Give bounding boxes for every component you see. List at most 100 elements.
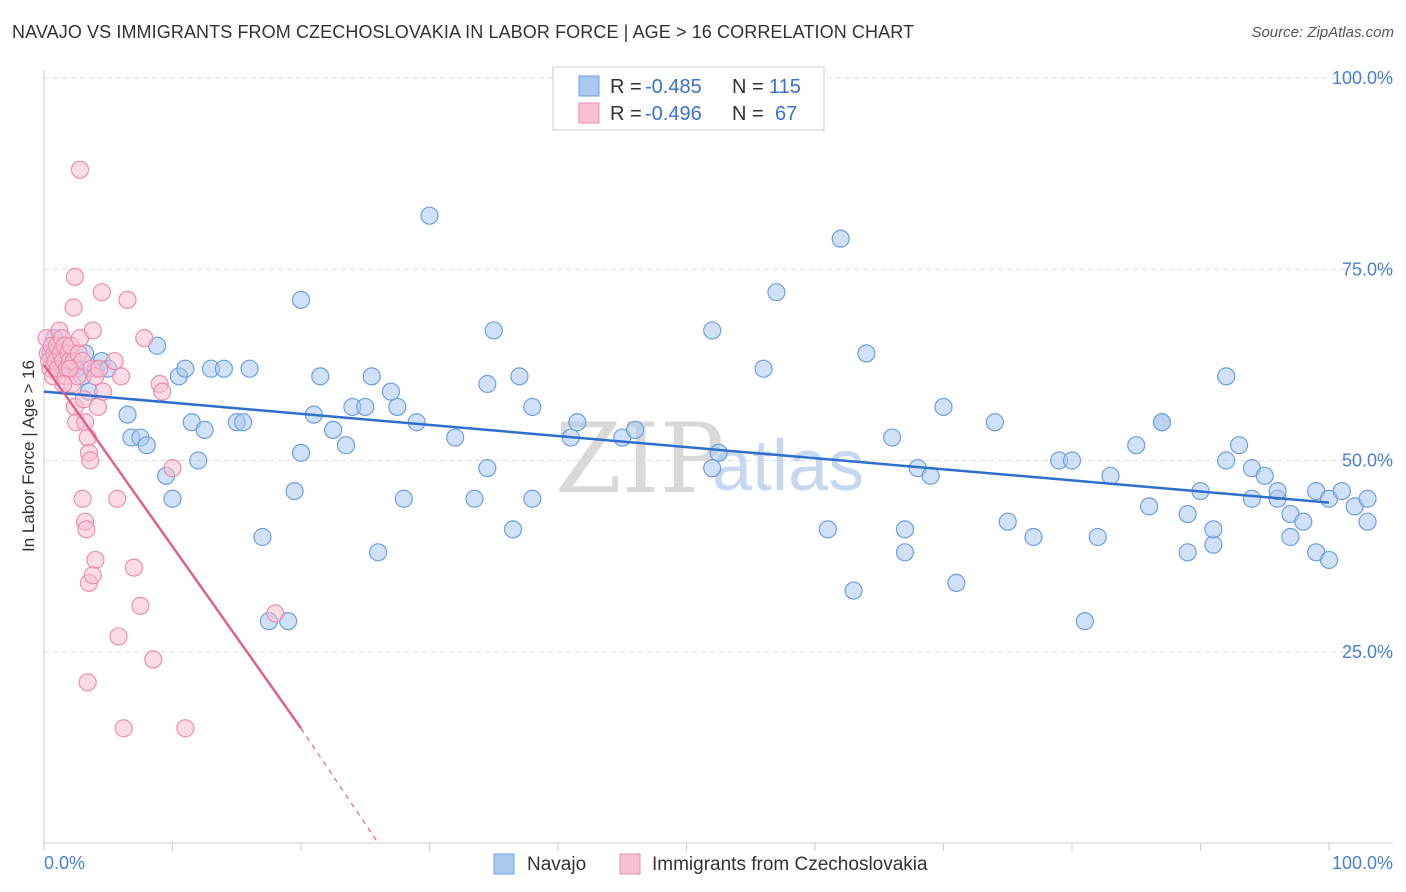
navajo-point bbox=[478, 374, 497, 394]
navajo-point bbox=[1268, 482, 1287, 501]
navajo-point bbox=[831, 229, 850, 248]
navajo-point bbox=[253, 527, 272, 547]
navajo-point bbox=[998, 512, 1017, 531]
legend-n-label-navajo: N = bbox=[732, 76, 764, 98]
navajo-point bbox=[446, 428, 465, 447]
czech-point bbox=[83, 321, 102, 340]
chart-source: Source: ZipAtlas.com bbox=[1251, 24, 1394, 41]
czech-point bbox=[92, 283, 111, 302]
navajo-point bbox=[1062, 451, 1082, 470]
czech-point bbox=[88, 397, 108, 417]
x-tick-label-max: 100.0% bbox=[1332, 853, 1393, 873]
navajo-point bbox=[356, 397, 375, 417]
navajo-point bbox=[420, 206, 439, 225]
navajo-point bbox=[1242, 489, 1262, 508]
czech-trend-extension bbox=[300, 727, 379, 844]
navajo-point bbox=[234, 413, 253, 432]
navajo-point bbox=[947, 573, 966, 593]
czech-point bbox=[135, 329, 154, 348]
navajo-point bbox=[388, 397, 407, 417]
navajo-point bbox=[1088, 527, 1107, 547]
czech-point bbox=[78, 673, 97, 692]
legend-swatch-navajo bbox=[578, 75, 600, 97]
chart-title: NAVAJO VS IMMIGRANTS FROM CZECHOSLOVAKIA… bbox=[12, 22, 915, 42]
series-legend-label-czech: Immigrants from Czechoslovakia bbox=[652, 854, 928, 875]
navajo-point bbox=[1294, 512, 1313, 531]
navajo-point bbox=[568, 413, 587, 432]
navajo-point bbox=[324, 420, 343, 439]
navajo-point bbox=[1204, 520, 1223, 539]
czech-point bbox=[81, 451, 100, 470]
navajo-point bbox=[1178, 504, 1197, 524]
navajo-point bbox=[163, 489, 182, 508]
navajo-point bbox=[1178, 543, 1197, 562]
navajo-point bbox=[369, 543, 388, 562]
stats-legend: R = -0.485 N = 115 R = -0.496 N = 67 bbox=[552, 66, 825, 131]
navajo-point bbox=[1255, 466, 1274, 485]
czech-point bbox=[124, 558, 144, 577]
legend-r-value-navajo: -0.485 bbox=[645, 76, 702, 98]
navajo-point bbox=[176, 359, 195, 378]
navajo-point bbox=[1139, 497, 1159, 516]
navajo-point bbox=[1358, 512, 1377, 531]
navajo-point bbox=[1204, 535, 1223, 554]
navajo-point bbox=[895, 543, 915, 562]
navajo-point bbox=[137, 436, 156, 455]
navajo-point bbox=[754, 359, 773, 378]
czech-point bbox=[77, 520, 96, 539]
navajo-point bbox=[934, 397, 953, 417]
y-tick-label: 75.0% bbox=[1342, 259, 1393, 279]
navajo-point bbox=[703, 321, 722, 340]
navajo-point bbox=[1358, 489, 1377, 508]
navajo-point bbox=[240, 359, 259, 378]
czech-point bbox=[90, 359, 109, 378]
navajo-point bbox=[189, 451, 208, 470]
series-legend-label-navajo: Navajo bbox=[527, 854, 586, 875]
legend-n-value-navajo: 115 bbox=[769, 76, 801, 98]
watermark-atlas: atlas bbox=[712, 426, 864, 506]
czech-point bbox=[153, 382, 172, 401]
navajo-point bbox=[1101, 466, 1120, 485]
navajo-point bbox=[709, 443, 728, 462]
navajo-point bbox=[291, 443, 311, 462]
czech-point bbox=[266, 604, 285, 623]
navajo-point bbox=[465, 489, 484, 508]
navajo-point bbox=[844, 581, 863, 600]
navajo-point bbox=[1075, 612, 1094, 631]
y-tick-label: 25.0% bbox=[1342, 642, 1393, 662]
czech-point bbox=[65, 267, 84, 286]
navajo-point bbox=[1127, 436, 1146, 455]
navajo-point bbox=[1152, 413, 1172, 432]
navajo-point bbox=[1281, 527, 1300, 547]
navajo-point bbox=[1229, 436, 1249, 455]
axes bbox=[43, 70, 1393, 851]
czech-point bbox=[114, 719, 133, 738]
navajo-point bbox=[985, 413, 1005, 432]
czech-point bbox=[163, 459, 182, 478]
navajo-point bbox=[1319, 550, 1339, 570]
navajo-point bbox=[703, 459, 722, 478]
y-tick-labels: 25.0% 50.0% 75.0% 100.0% bbox=[1332, 68, 1393, 662]
navajo-point bbox=[1217, 367, 1236, 386]
navajo-point bbox=[503, 520, 523, 539]
x-tick-label-min: 0.0% bbox=[44, 853, 85, 873]
navajo-point bbox=[625, 420, 645, 439]
navajo-point bbox=[311, 367, 330, 386]
czech-point bbox=[109, 627, 128, 646]
legend-swatch-czech bbox=[578, 102, 600, 124]
legend-n-label-czech: N = bbox=[732, 103, 764, 125]
legend-r-label-navajo: R = bbox=[610, 76, 642, 98]
czech-point bbox=[86, 550, 105, 570]
czech-point bbox=[83, 566, 102, 585]
navajo-point bbox=[767, 283, 786, 302]
czech-point bbox=[73, 489, 92, 508]
czech-point bbox=[64, 298, 83, 317]
navajo-trend-line bbox=[43, 390, 1330, 504]
y-tick-label: 100.0% bbox=[1332, 68, 1393, 88]
navajo-point bbox=[895, 520, 915, 539]
czech-point bbox=[70, 160, 90, 179]
navajo-point bbox=[336, 436, 356, 455]
series-legend-swatch-navajo bbox=[493, 853, 515, 875]
navajo-point bbox=[291, 290, 311, 309]
legend-r-value-czech: -0.496 bbox=[645, 103, 702, 125]
